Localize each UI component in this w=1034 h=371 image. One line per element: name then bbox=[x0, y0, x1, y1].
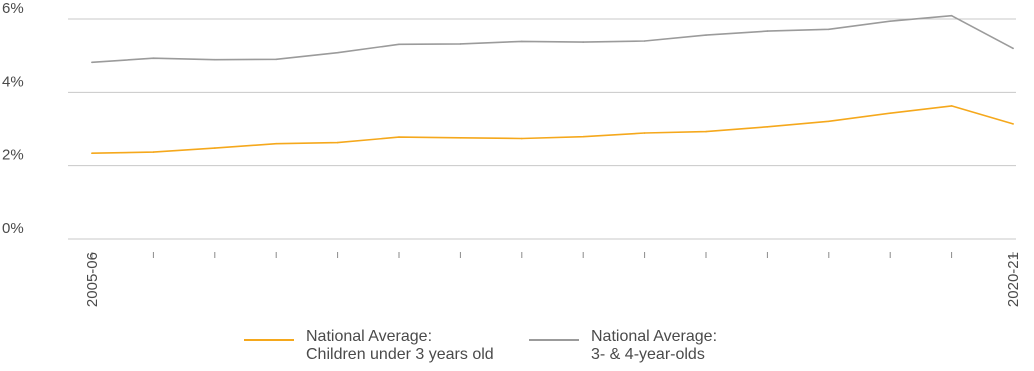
data-point-3-4 bbox=[643, 40, 646, 42]
data-point-under-3 bbox=[889, 112, 891, 115]
legend-swatch-3-4 bbox=[529, 339, 579, 341]
x-axis-ticks: 2005-06 2020-21 bbox=[84, 252, 1022, 307]
data-point-under-3 bbox=[521, 137, 523, 140]
legend-label-under-3-line2: Children under 3 years old bbox=[306, 346, 494, 363]
legend: National Average: Children under 3 years… bbox=[0, 328, 1034, 371]
data-point-3-4 bbox=[766, 30, 769, 32]
line-chart: 0% 2% 4% 6% 2005-06 2020-21 bbox=[2, 0, 1022, 307]
legend-label-under-3-line1: National Average: bbox=[306, 328, 433, 345]
data-point-3-4 bbox=[521, 40, 523, 43]
legend-label-3-4-line1: National Average: bbox=[591, 328, 718, 345]
data-point-under-3 bbox=[152, 151, 155, 153]
data-point-under-3 bbox=[459, 137, 462, 139]
data-point-3-4 bbox=[398, 43, 400, 46]
data-point-3-4 bbox=[889, 20, 891, 23]
data-point-3-4 bbox=[152, 57, 155, 60]
data-point-3-4 bbox=[582, 41, 584, 43]
data-point-under-3 bbox=[828, 120, 830, 123]
gridlines bbox=[68, 18, 1016, 240]
data-point-under-3 bbox=[214, 147, 216, 149]
legend-item-under-3: National Average: Children under 3 years… bbox=[244, 328, 494, 364]
data-point-3-4 bbox=[336, 51, 339, 54]
data-point-under-3 bbox=[950, 105, 953, 107]
data-point-3-4 bbox=[91, 61, 93, 64]
x-tick-label-last: 2020-21 bbox=[1005, 252, 1022, 307]
series-line-3-4-year-olds bbox=[91, 14, 1014, 64]
data-point-3-4 bbox=[950, 14, 953, 17]
legend-swatch-under-3 bbox=[244, 339, 294, 341]
data-point-3-4 bbox=[275, 58, 278, 61]
legend-item-3-4: National Average: 3- & 4-year-olds bbox=[529, 328, 717, 364]
series-lines bbox=[91, 14, 1014, 154]
y-tick-label: 4% bbox=[2, 73, 24, 90]
legend-label-3-4: National Average: 3- & 4-year-olds bbox=[591, 328, 717, 364]
legend-label-3-4-line2: 3- & 4-year-olds bbox=[591, 346, 705, 363]
y-tick-label: 2% bbox=[2, 147, 24, 164]
data-point-3-4 bbox=[214, 58, 216, 61]
data-point-3-4 bbox=[828, 28, 830, 31]
data-point-under-3 bbox=[705, 130, 707, 133]
data-point-under-3 bbox=[582, 135, 584, 138]
legend-label-under-3: National Average: Children under 3 years… bbox=[306, 328, 494, 364]
series-line-under-3 bbox=[91, 105, 1014, 154]
data-point-under-3 bbox=[398, 136, 400, 138]
y-axis-tick-labels: 0% 2% 4% 6% bbox=[2, 0, 24, 237]
y-tick-label: 6% bbox=[2, 0, 24, 17]
data-point-3-4 bbox=[459, 43, 462, 45]
data-point-under-3 bbox=[643, 132, 646, 134]
data-point-3-4 bbox=[705, 34, 707, 36]
data-point-3-4 bbox=[1012, 47, 1014, 50]
data-point-under-3 bbox=[766, 126, 769, 128]
x-tick-label-first: 2005-06 bbox=[84, 252, 101, 307]
y-tick-label: 0% bbox=[2, 220, 24, 237]
data-point-under-3 bbox=[336, 141, 339, 144]
data-point-under-3 bbox=[1012, 123, 1014, 125]
data-point-under-3 bbox=[275, 142, 278, 145]
data-point-under-3 bbox=[91, 152, 93, 154]
